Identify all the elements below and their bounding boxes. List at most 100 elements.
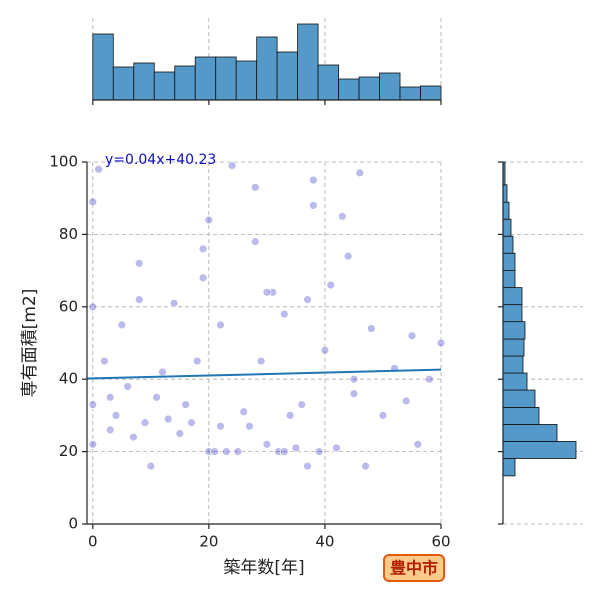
histogram-bar [502,201,510,220]
point [314,447,324,457]
point [105,392,115,402]
point [210,447,220,457]
histogram-bar [502,441,577,459]
point [279,309,289,319]
point [140,418,150,428]
point [175,429,185,438]
point [285,410,295,420]
point [88,439,98,449]
point [94,164,104,174]
point [378,410,388,420]
point [407,331,417,341]
x-axis-label: 築年数[年] [223,558,304,578]
point [332,443,341,453]
point [88,302,98,312]
point [250,182,260,192]
histogram-bar [297,23,319,101]
point [401,396,411,406]
point [250,237,260,247]
point [198,273,208,283]
point [303,461,312,471]
point [152,392,162,402]
x-tick-label: 0 [88,533,98,551]
point [343,251,353,261]
point [134,295,144,304]
histogram-bar [502,270,516,289]
point [216,421,225,431]
histogram-bar [502,235,514,254]
x-tick-label: 40 [315,533,334,551]
point [198,244,208,254]
point [216,320,225,330]
point [233,447,243,457]
histogram-bar [502,407,540,425]
y-tick-label: 80 [59,225,78,243]
point [349,389,359,399]
histogram-bar [502,458,516,477]
point [297,400,307,409]
point [100,356,109,366]
histogram-bar [174,65,196,101]
badge: 豊中市 [390,559,438,578]
point [105,425,115,435]
y-axis-label: 専有面積[m2] [20,289,40,398]
point [146,461,156,471]
histogram-bar [502,389,536,408]
point [88,400,98,409]
point [117,320,127,330]
point [221,447,231,457]
point [308,175,318,185]
point [187,418,196,428]
point [256,356,266,366]
point [361,461,370,471]
histogram-bar [502,338,525,357]
point [123,382,133,391]
point [169,298,179,308]
point [349,374,359,384]
point [413,439,423,449]
point [291,443,301,453]
y-tick-label: 20 [59,442,78,460]
point [320,345,330,355]
point [204,215,214,225]
point [326,280,336,290]
histogram-bar [502,287,523,306]
regression-equation: y=0.04x+40.23 [105,152,216,168]
point [262,287,272,297]
histogram-bar [133,62,155,101]
histogram-bar [215,56,237,101]
regression-line [86,368,442,380]
point [355,168,365,178]
point [239,407,249,417]
histogram-bar [276,51,299,101]
histogram-bar [502,355,524,374]
histogram-bar [502,372,528,391]
point [337,211,347,221]
histogram-bar [194,56,217,101]
histogram-bar [420,85,442,101]
histogram-bar [358,76,380,101]
histogram-bar [502,424,558,442]
y-tick-label: 0 [68,515,78,533]
point [192,356,202,366]
x-tick-label: 20 [199,533,218,551]
histogram-bar [256,36,278,101]
point [88,197,98,207]
histogram-bar [502,252,516,271]
histogram-bar [153,71,176,101]
histogram-bar [502,304,523,323]
point [279,447,289,457]
point [436,338,446,348]
point [227,161,237,171]
badge-box [383,554,445,582]
histogram-bar [338,78,360,101]
point [262,439,272,449]
point [303,295,312,304]
histogram-bar [92,33,114,101]
plot-area [87,162,441,524]
point [163,414,173,424]
histogram-bar [317,64,339,101]
point [158,367,167,377]
histogram-bar [379,72,401,101]
